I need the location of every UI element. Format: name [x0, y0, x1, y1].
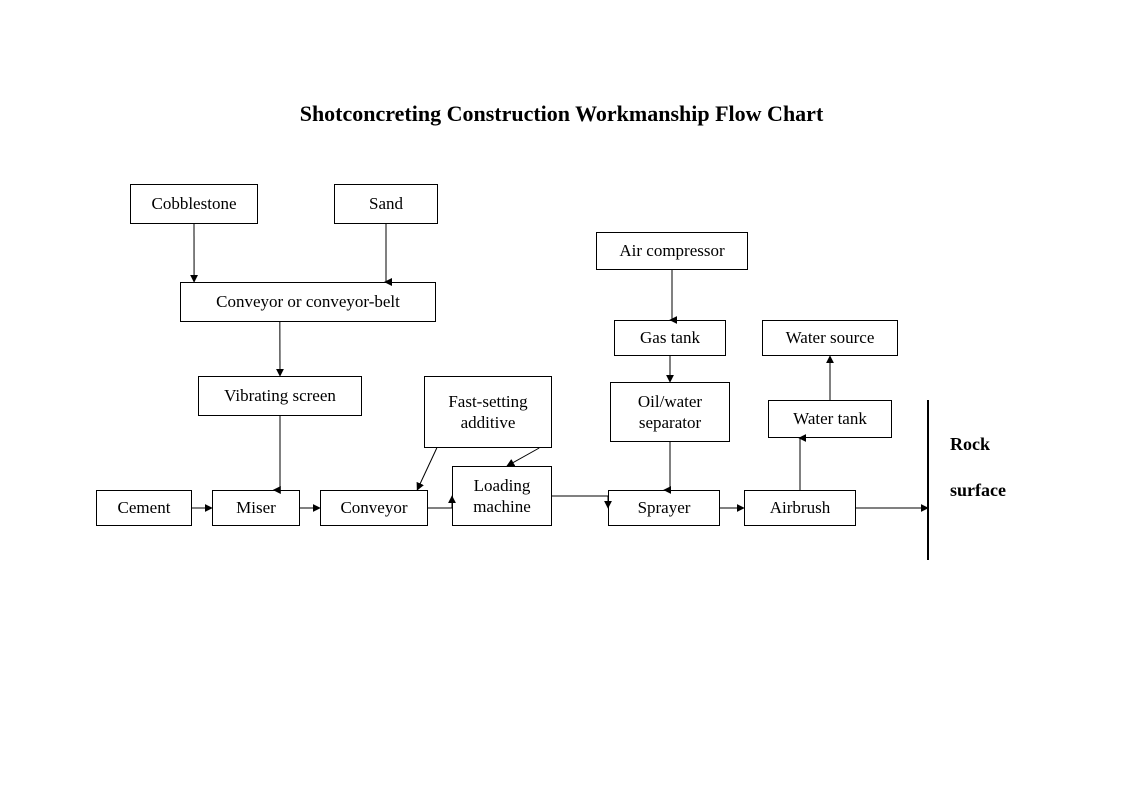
node-loading-machine: Loadingmachine: [452, 466, 552, 526]
node-cement: Cement: [96, 490, 192, 526]
node-water-source: Water source: [762, 320, 898, 356]
node-water-tank: Water tank: [768, 400, 892, 438]
node-label: Miser: [236, 497, 276, 518]
chart-title: Shotconcreting Construction Workmanship …: [0, 101, 1123, 127]
node-label: Conveyor or conveyor-belt: [216, 291, 400, 312]
node-label: Water source: [786, 327, 875, 348]
node-label: Water tank: [793, 408, 867, 429]
node-label: Sand: [369, 193, 403, 214]
node-label: Gas tank: [640, 327, 700, 348]
node-label: Sprayer: [638, 497, 691, 518]
node-label: Cement: [118, 497, 171, 518]
node-vibrating-screen: Vibrating screen: [198, 376, 362, 416]
node-sand: Sand: [334, 184, 438, 224]
node-gas-tank: Gas tank: [614, 320, 726, 356]
node-label: Conveyor: [340, 497, 407, 518]
terminal-label-surface: surface: [950, 480, 1006, 501]
node-fast-additive: Fast-settingadditive: [424, 376, 552, 448]
node-label: Cobblestone: [152, 193, 237, 214]
node-label: Fast-settingadditive: [448, 391, 527, 434]
node-cobblestone: Cobblestone: [130, 184, 258, 224]
node-label: Airbrush: [770, 497, 830, 518]
node-air-compressor: Air compressor: [596, 232, 748, 270]
flowchart-canvas: { "type": "flowchart", "background_color…: [0, 0, 1123, 794]
node-conveyor-belt: Conveyor or conveyor-belt: [180, 282, 436, 322]
node-label: Loadingmachine: [473, 475, 531, 518]
node-airbrush: Airbrush: [744, 490, 856, 526]
node-conveyor: Conveyor: [320, 490, 428, 526]
node-sprayer: Sprayer: [608, 490, 720, 526]
node-label: Vibrating screen: [224, 385, 336, 406]
node-label: Air compressor: [619, 240, 724, 261]
node-miser: Miser: [212, 490, 300, 526]
node-label: Oil/waterseparator: [638, 391, 702, 434]
terminal-label-rock: Rock: [950, 434, 990, 455]
node-oil-water-sep: Oil/waterseparator: [610, 382, 730, 442]
